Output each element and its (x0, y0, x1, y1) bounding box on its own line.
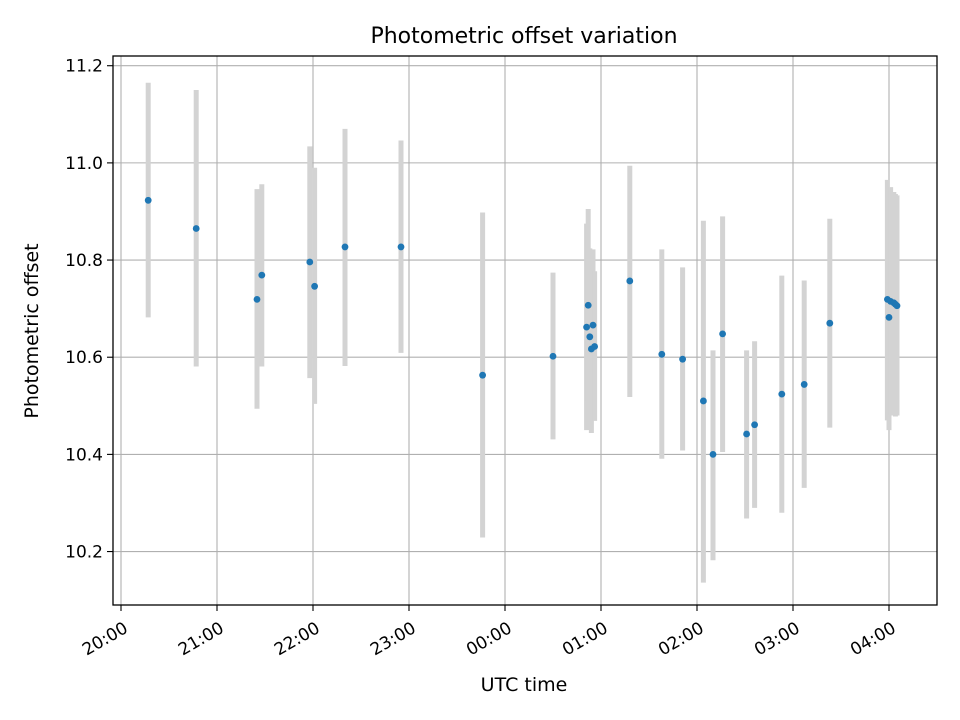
y-axis-label: Photometric offset (21, 243, 43, 418)
data-point (743, 430, 750, 438)
data-point (700, 397, 707, 405)
data-point (583, 323, 590, 331)
y-tick-label: 10.4 (65, 445, 103, 465)
data-point (679, 355, 686, 363)
x-tick-label: 21:00 (175, 618, 227, 660)
data-point (709, 450, 717, 458)
x-tick-label: 00:00 (463, 618, 515, 660)
data-point (626, 277, 634, 285)
y-tick-label: 10.2 (65, 543, 103, 563)
x-tick-label: 22:00 (271, 618, 323, 660)
data-point (144, 196, 152, 204)
data-point (586, 333, 594, 341)
x-tick-label: 20:00 (79, 618, 131, 660)
data-point (479, 371, 486, 379)
y-tick-label: 11.2 (65, 57, 103, 77)
data-point (751, 421, 758, 429)
data-point (800, 381, 808, 388)
data-point (397, 243, 405, 251)
x-tick-label: 23:00 (367, 618, 419, 660)
data-point (258, 271, 266, 279)
plot-frame (112, 55, 938, 606)
data-point (549, 352, 557, 360)
data-point (306, 258, 314, 266)
data-point (253, 296, 261, 303)
y-tick-label: 10.6 (65, 348, 103, 368)
data-point (192, 225, 200, 232)
y-tick-label: 10.8 (65, 251, 103, 271)
x-tick-label: 02:00 (655, 618, 707, 660)
data-point (826, 319, 834, 327)
data-point (778, 390, 786, 398)
data-point (589, 321, 597, 329)
chart-title: Photometric offset variation (370, 24, 677, 49)
point-layer (144, 196, 901, 458)
data-point (885, 313, 893, 321)
data-point (584, 301, 592, 309)
data-point (893, 302, 901, 310)
data-point (658, 350, 666, 358)
x-tick-label: 03:00 (751, 618, 803, 660)
data-point (341, 243, 349, 251)
y-tick-label: 11.0 (65, 154, 103, 174)
x-tick-label: 04:00 (847, 618, 899, 660)
data-point (591, 343, 598, 350)
grid-layer (113, 56, 937, 605)
data-point (311, 282, 318, 290)
data-point (719, 330, 726, 338)
x-axis-label: UTC time (481, 674, 568, 696)
errorbar-layer (145, 82, 900, 583)
x-tick-label: 01:00 (559, 618, 611, 660)
